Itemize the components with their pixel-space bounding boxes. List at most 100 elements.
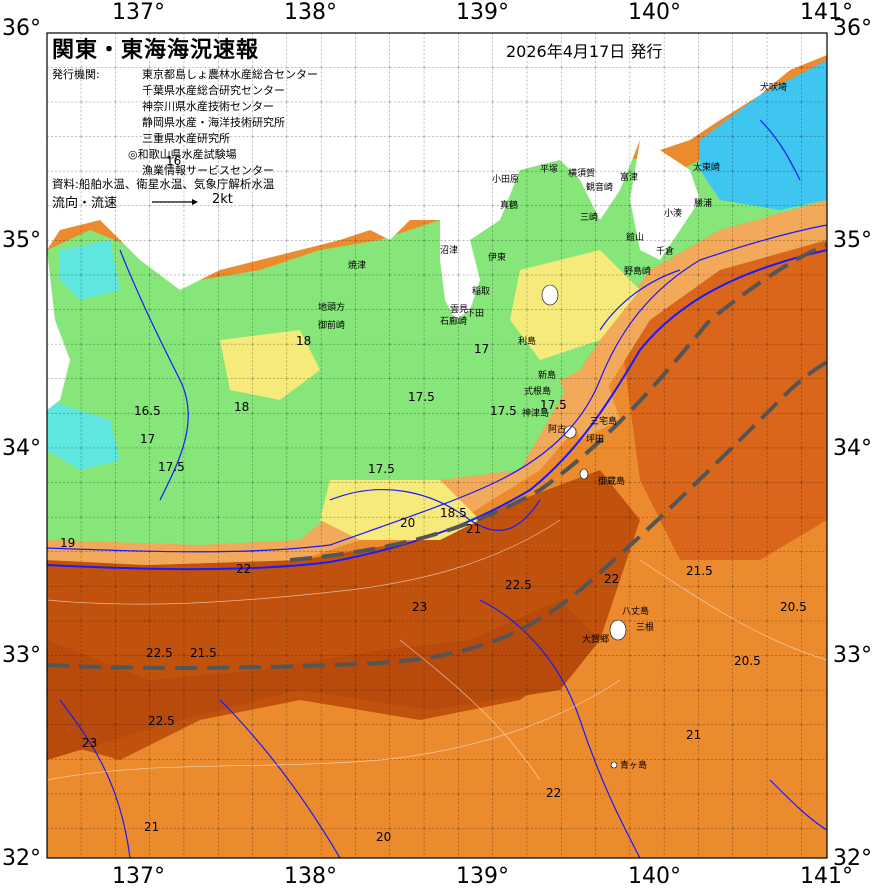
place-label: 館山 [626,233,645,243]
isotherm-label: 21.5 [686,564,713,578]
place-label: 坪田 [586,435,605,445]
lat-label-34-right: 34° [833,436,872,461]
lon-label-138-bottom: 138° [284,864,337,889]
isotherm-label: 16 [166,154,182,168]
org-item: 漁業情報サービスセンター [142,164,274,177]
data-source: 資料:船舶水温、衛星水温、気象庁解析水温 [52,177,275,191]
isotherm-label: 21 [686,728,702,742]
isotherm-label: 22.5 [148,714,175,728]
place-label: 青ヶ島 [620,761,648,771]
place-label: 御前崎 [318,321,346,331]
isotherm-label: 17 [474,342,490,356]
isotherm-label: 17.5 [540,398,567,412]
isotherm-label: 22 [236,562,252,576]
lat-label-33: 33° [2,643,41,668]
lat-label-36: 36° [2,16,41,41]
lat-label-32: 32° [2,846,41,871]
place-label: 稲取 [472,287,491,297]
place-label: 野島崎 [624,267,652,277]
org-label: 発行機関: [52,68,100,81]
place-label: 三崎 [580,213,599,223]
place-label: 真鶴 [500,201,519,211]
isotherm-label: 21 [144,820,160,834]
isotherm-label: 22.5 [146,646,173,660]
place-label: 富津 [620,173,639,183]
lat-label-32-right: 32° [833,846,872,871]
org-item: 神奈川県水産技術センター [142,100,274,113]
isotherm-label: 18.5 [440,506,467,520]
place-label: 御蔵島 [598,477,626,487]
lat-label-34: 34° [2,436,41,461]
issue-date: 2026年4月17日 発行 [506,42,663,61]
lon-label-141-bottom: 141° [800,864,853,889]
place-label: 小湊 [664,209,683,219]
place-label: 伊東 [488,253,507,263]
isotherm-label: 17.5 [408,390,435,404]
isotherm-label: 16.5 [134,404,161,418]
flow-legend-unit: 2kt [212,192,233,207]
lon-label-141: 141° [800,0,853,25]
lat-label-36-right: 36° [833,16,872,41]
place-label: 下田 [466,309,485,319]
org-item: ◎和歌山県水産試験場 [128,148,237,161]
lat-label-33-right: 33° [833,643,872,668]
place-label: 地頭方 [318,303,346,313]
isotherm-label: 21 [466,522,482,536]
place-label: 利島 [518,337,537,347]
org-item: 静岡県水産・海洋技術研究所 [142,116,285,129]
isotherm-label: 22 [604,572,620,586]
lon-label-140-bottom: 140° [628,864,681,889]
place-label: 千倉 [656,247,675,257]
flow-scale-arrow [152,199,198,205]
isotherm-label: 22 [546,786,562,800]
isotherm-label: 19 [60,536,76,550]
isotherm-label: 22.5 [505,578,532,592]
lon-label-139-bottom: 139° [456,864,509,889]
isotherm-contours [46,119,828,859]
isotherm-label: 20 [400,516,416,530]
place-label: 焼津 [348,261,367,271]
place-label: 太東崎 [693,163,721,173]
place-label: 石廊崎 [440,317,468,327]
isotherm-label: 17.5 [490,404,517,418]
place-label: 観音崎 [586,183,614,193]
place-label: 平塚 [540,165,559,175]
place-label: 大賀郷 [582,635,610,645]
place-label: 八丈島 [622,607,650,617]
place-label: 横須賀 [568,169,596,179]
org-item: 三重県水産研究所 [142,132,230,145]
lon-label-137-bottom: 137° [112,864,165,889]
place-label: 犬吠埼 [760,83,788,93]
lat-label-35-right: 35° [833,228,872,253]
isotherm-label: 23 [412,600,428,614]
lon-label-137: 137° [112,0,165,25]
isotherm-label: 20.5 [780,600,807,614]
place-label: 式根島 [524,387,552,397]
place-label: 沼津 [440,246,459,256]
org-item: 千葉県水産総合研究センター [142,84,285,97]
lon-label-138: 138° [284,0,337,25]
lon-label-139: 139° [456,0,509,25]
place-label: 神津島 [522,409,550,419]
isotherm-label: 18 [234,400,250,414]
isotherm-label: 17.5 [368,462,395,476]
place-label: 阿古 [548,425,567,435]
isotherm-label: 18 [296,334,312,348]
place-label: 三宅島 [590,417,618,427]
isotherm-label: 17.5 [158,460,185,474]
kuroshio-axis-southern [46,360,828,670]
map-title: 関東・東海海況速報 [52,38,260,63]
isotherm-label: 20.5 [734,654,761,668]
isotherm-label: 20 [376,830,392,844]
isotherm-label: 21.5 [190,646,217,660]
flow-legend-label: 流向・流速 [52,196,118,211]
isotherm-label: 17 [140,432,156,446]
lat-label-35: 35° [2,228,41,253]
place-label: 三根 [636,623,655,633]
place-label: 小田原 [492,175,520,185]
isotherm-label: 23 [82,736,98,750]
place-label: 雲見 [450,305,469,315]
org-item: 東京都島しょ農林水産総合センター [142,68,318,81]
kuroshio-axis-main [289,243,828,562]
place-label: 勝浦 [694,199,713,209]
